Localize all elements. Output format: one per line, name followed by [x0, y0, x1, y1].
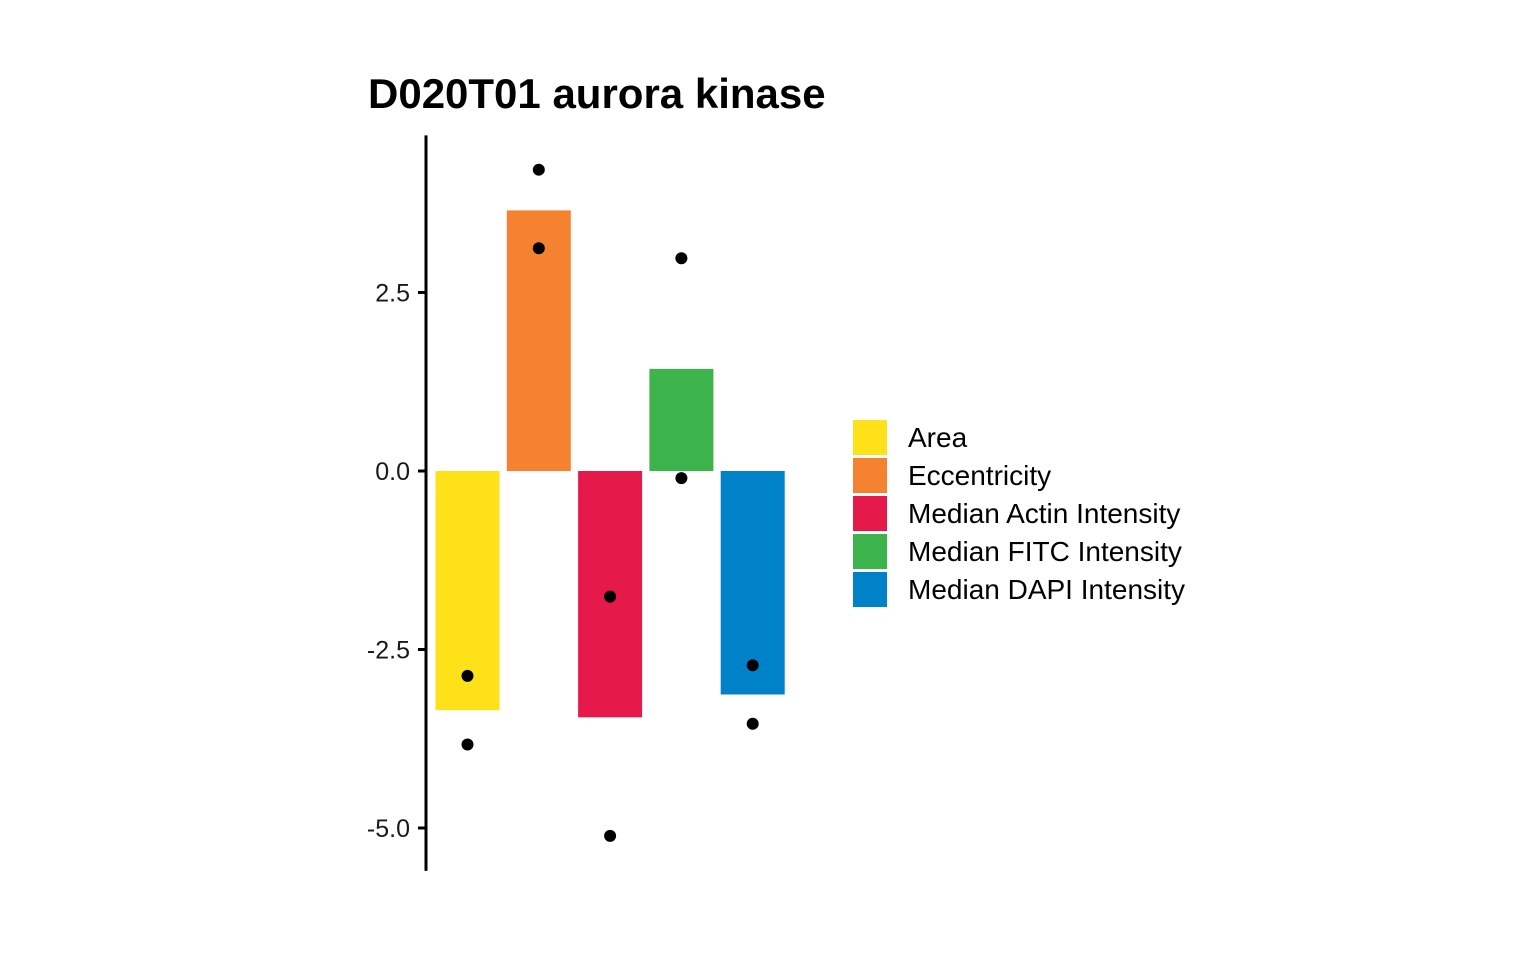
- data-point: [604, 590, 617, 603]
- legend-swatch: [853, 496, 887, 531]
- legend-label: Median DAPI Intensity: [908, 574, 1185, 605]
- legend-item: Eccentricity: [853, 458, 1051, 493]
- legend-swatch: [853, 420, 887, 455]
- bars: [435, 210, 785, 718]
- data-point: [604, 829, 617, 842]
- legend-item: Area: [853, 420, 968, 455]
- legend-label: Median Actin Intensity: [908, 498, 1180, 529]
- y-tick-label: -2.5: [367, 637, 410, 665]
- legend-label: Median FITC Intensity: [908, 536, 1182, 567]
- chart-title: D020T01 aurora kinase: [368, 70, 826, 117]
- data-point: [532, 242, 545, 255]
- legend-swatch: [853, 572, 887, 607]
- y-axis: 2.5 0.0 -2.5 -5.0: [367, 135, 428, 871]
- data-point: [675, 252, 688, 265]
- data-point: [675, 472, 688, 485]
- legend-label: Area: [908, 422, 968, 453]
- legend-item: Median FITC Intensity: [853, 534, 1182, 569]
- legend: Area Eccentricity Median Actin Intensity Me…: [853, 420, 1185, 607]
- y-tick-label: 2.5: [375, 280, 410, 308]
- bar-median-fitc-intensity: [649, 368, 714, 471]
- legend-label: Eccentricity: [908, 460, 1051, 491]
- data-point: [746, 717, 759, 730]
- y-tick-label: -5.0: [367, 815, 410, 843]
- data-point: [746, 659, 759, 672]
- legend-item: Median Actin Intensity: [853, 496, 1180, 531]
- data-point: [461, 669, 474, 682]
- legend-item: Median DAPI Intensity: [853, 572, 1185, 607]
- data-point: [532, 163, 545, 176]
- data-points: [461, 163, 759, 842]
- y-tick-label: 0.0: [375, 458, 410, 486]
- legend-swatch: [853, 534, 887, 569]
- legend-swatch: [853, 458, 887, 493]
- data-point: [461, 738, 474, 751]
- bar-median-dapi-intensity: [720, 471, 785, 695]
